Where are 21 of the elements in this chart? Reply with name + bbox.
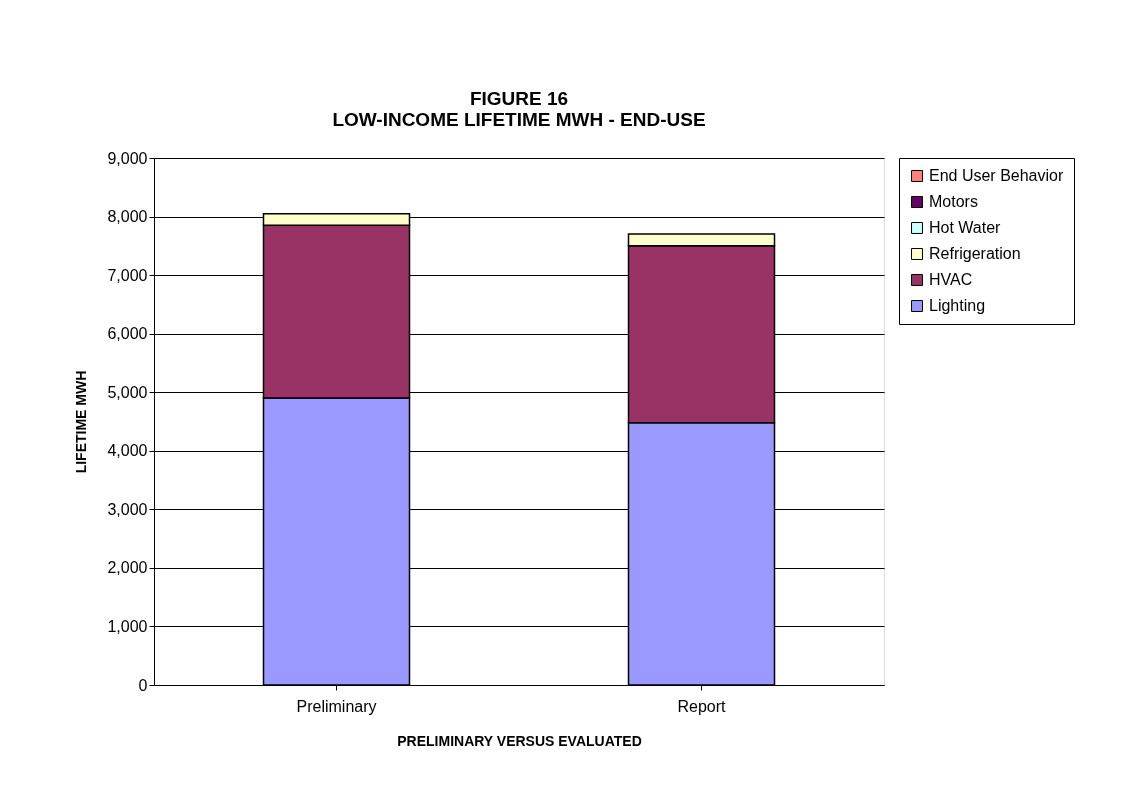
legend-label: HVAC (929, 271, 973, 288)
y-tick-label: 5,000 (107, 383, 148, 401)
x-tick-label: Preliminary (296, 697, 377, 715)
y-tick-label: 3,000 (107, 500, 148, 518)
y-axis-title: LIFETIME MWH (73, 370, 90, 474)
legend-label: Refrigeration (929, 245, 1021, 262)
y-tick-label: 4,000 (107, 442, 148, 460)
y-tick-label: 7,000 (107, 266, 148, 284)
legend-label: Hot Water (929, 219, 1002, 236)
legend-label: Motors (929, 193, 978, 210)
chart-title: FIGURE 16 LOW-INCOME LIFETIME MWH - END-USE (332, 88, 706, 130)
legend-label: Lighting (929, 297, 986, 314)
y-tick-label: 9,000 (107, 149, 148, 167)
legend-label: End User Behavior (929, 167, 1064, 184)
y-tick-label: 0 (138, 676, 148, 694)
y-tick-label: 1,000 (107, 617, 148, 635)
y-tick-label: 6,000 (107, 325, 148, 343)
x-axis-title: PRELIMINARY VERSUS EVALUATED (397, 732, 642, 749)
y-tick-label: 8,000 (107, 208, 148, 226)
y-tick-label: 2,000 (107, 559, 148, 577)
x-tick-label: Report (677, 697, 727, 715)
